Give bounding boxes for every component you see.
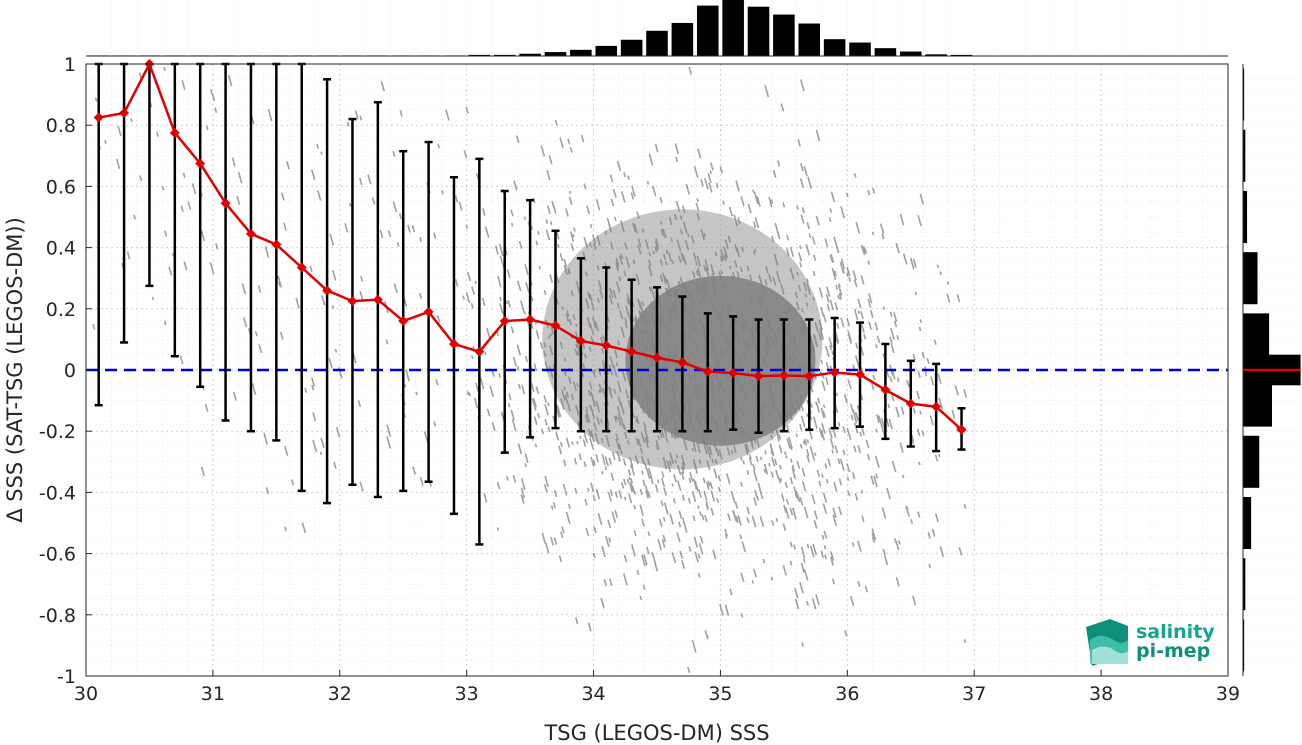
x-tick-label: 30 xyxy=(74,683,98,705)
x-tick-label: 37 xyxy=(962,683,986,705)
top-histogram-bar xyxy=(823,39,846,56)
top-histogram-bar xyxy=(722,0,744,56)
x-tick-label: 38 xyxy=(1089,683,1113,705)
top-histogram-bar xyxy=(747,6,770,56)
top-histogram-bar xyxy=(544,52,567,56)
y-tick-label: -0.6 xyxy=(39,544,76,566)
top-histogram-bar xyxy=(468,54,491,56)
mean-marker xyxy=(474,346,485,357)
y-axis-label: Δ SSS (SAT-TSG (LEGOS-DM)) xyxy=(3,217,27,523)
x-tick-label: 34 xyxy=(581,683,605,705)
x-tick-label: 31 xyxy=(201,683,225,705)
top-histogram-bar xyxy=(798,23,821,56)
mean-marker xyxy=(601,340,612,351)
x-axis-label: TSG (LEGOS-DM) SSS xyxy=(543,721,769,745)
x-tick-label: 32 xyxy=(328,683,352,705)
x-axis-ticks: 30 31 32 33 34 35 36 37 38 39 xyxy=(74,670,1240,705)
y-tick-label: 0 xyxy=(64,360,76,382)
mean-marker xyxy=(753,371,764,382)
y-tick-label: -1 xyxy=(57,666,76,688)
mean-marker xyxy=(931,401,942,412)
top-histogram-bar xyxy=(773,14,795,56)
top-histogram-bar xyxy=(925,54,947,56)
y-tick-label: 1 xyxy=(64,54,76,76)
top-histogram-bar xyxy=(595,45,618,56)
y-tick-label: 0.4 xyxy=(46,238,76,260)
y-tick-label: 0.2 xyxy=(46,299,76,321)
mean-marker xyxy=(855,369,866,380)
mean-marker xyxy=(322,285,333,296)
mean-marker xyxy=(728,368,739,379)
mean-marker xyxy=(93,112,104,123)
top-histogram-bar xyxy=(646,30,668,56)
mean-marker xyxy=(220,198,231,209)
x-tick-label: 36 xyxy=(835,683,859,705)
top-histogram-bar xyxy=(899,51,922,56)
right-histogram-bar xyxy=(1243,68,1245,121)
mean-marker xyxy=(448,338,459,349)
top-histogram-bar xyxy=(519,53,541,56)
mean-marker xyxy=(804,371,815,382)
x-tick-label: 35 xyxy=(708,683,732,705)
top-histogram-bar xyxy=(671,22,694,56)
top-histogram-bar xyxy=(696,5,719,57)
right-histogram-bar xyxy=(1243,129,1246,182)
y-tick-label: 0.8 xyxy=(46,115,76,137)
mean-marker xyxy=(626,346,637,357)
y-tick-label: -0.4 xyxy=(39,482,76,504)
y-tick-label: 0.6 xyxy=(46,176,76,198)
mean-marker xyxy=(550,320,561,331)
mean-marker xyxy=(778,370,789,381)
mean-marker xyxy=(829,367,840,378)
mean-marker xyxy=(347,296,358,307)
mean-marker xyxy=(575,335,586,346)
mean-marker xyxy=(372,294,383,305)
mean-marker xyxy=(423,306,434,317)
logo-line1: salinity xyxy=(1136,621,1215,643)
mean-marker xyxy=(296,262,307,273)
mean-marker xyxy=(880,384,891,395)
top-histogram-bar xyxy=(570,49,592,56)
right-histogram-bar xyxy=(1243,558,1246,611)
top-histogram-bar xyxy=(620,39,643,56)
mean-marker xyxy=(119,107,130,118)
x-tick-label: 39 xyxy=(1216,683,1240,705)
right-histogram-bar xyxy=(1243,496,1252,550)
top-histogram-bar xyxy=(493,54,516,56)
right-histogram-bar xyxy=(1243,252,1258,305)
mean-marker xyxy=(195,158,206,169)
mean-marker xyxy=(398,316,409,327)
mean-marker xyxy=(677,357,688,368)
right-histogram-bar xyxy=(1243,435,1260,488)
right-histogram-bar xyxy=(1243,619,1245,672)
mean-marker xyxy=(956,424,967,435)
y-tick-label: -0.8 xyxy=(39,605,76,627)
mean-marker xyxy=(702,366,713,377)
top-histogram-bar xyxy=(950,54,973,56)
salinity-pi-mep-logo: salinity pi-mep xyxy=(1086,619,1215,666)
logo-line2: pi-mep xyxy=(1136,640,1210,662)
right-histogram xyxy=(1242,63,1302,677)
mean-marker xyxy=(905,398,916,409)
x-tick-label: 33 xyxy=(455,683,479,705)
top-histogram xyxy=(85,0,1229,57)
y-tick-label: -0.2 xyxy=(39,421,76,443)
mean-marker xyxy=(525,314,536,325)
mean-marker xyxy=(652,352,662,363)
top-histogram-bar xyxy=(849,42,871,56)
right-histogram-bar xyxy=(1243,190,1248,244)
main-plot: 30 31 32 33 34 35 36 37 38 39 -1 -0.8 -0.6 -0.4 -0.2 0… xyxy=(39,54,1240,705)
right-histogram-bars xyxy=(1243,68,1301,672)
mean-marker xyxy=(245,228,256,239)
mean-marker xyxy=(499,316,510,327)
top-histogram-grid xyxy=(85,0,1229,56)
scatter-core xyxy=(625,275,816,446)
mean-marker xyxy=(169,127,180,138)
top-histogram-bar xyxy=(874,48,897,56)
mean-marker xyxy=(271,239,282,250)
y-axis-ticks: -1 -0.8 -0.6 -0.4 -0.2 0 0.2 0.4 0.6 0.8 1 xyxy=(39,54,92,688)
